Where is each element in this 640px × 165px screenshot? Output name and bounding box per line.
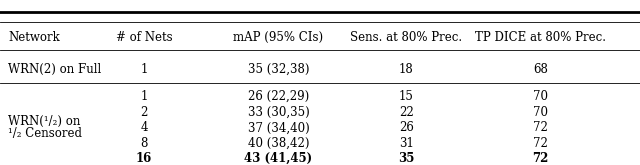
- Text: 4: 4: [140, 121, 148, 134]
- Text: ¹/₂ Censored: ¹/₂ Censored: [8, 127, 83, 140]
- Text: 16: 16: [136, 152, 152, 165]
- Text: 70: 70: [533, 106, 548, 119]
- Text: 37 (34,40): 37 (34,40): [248, 121, 309, 134]
- Text: 68: 68: [533, 63, 548, 76]
- Text: 26 (22,29): 26 (22,29): [248, 90, 309, 103]
- Text: 18: 18: [399, 63, 414, 76]
- Text: 70: 70: [533, 90, 548, 103]
- Text: WRN(¹/₂) on: WRN(¹/₂) on: [8, 115, 81, 128]
- Text: TP DICE at 80% Prec.: TP DICE at 80% Prec.: [476, 31, 606, 44]
- Text: 1: 1: [140, 63, 148, 76]
- Text: 35: 35: [398, 152, 415, 165]
- Text: 33 (30,35): 33 (30,35): [248, 106, 309, 119]
- Text: 26: 26: [399, 121, 414, 134]
- Text: 15: 15: [399, 90, 414, 103]
- Text: 22: 22: [399, 106, 414, 119]
- Text: 43 (41,45): 43 (41,45): [244, 152, 312, 165]
- Text: 1: 1: [140, 90, 148, 103]
- Text: Network: Network: [8, 31, 60, 44]
- Text: 2: 2: [140, 106, 148, 119]
- Text: mAP (95% CIs): mAP (95% CIs): [234, 31, 323, 44]
- Text: 72: 72: [533, 121, 548, 134]
- Text: 35 (32,38): 35 (32,38): [248, 63, 309, 76]
- Text: 72: 72: [532, 152, 549, 165]
- Text: WRN(2) on Full: WRN(2) on Full: [8, 63, 102, 76]
- Text: 8: 8: [140, 137, 148, 150]
- Text: 40 (38,42): 40 (38,42): [248, 137, 309, 150]
- Text: Sens. at 80% Prec.: Sens. at 80% Prec.: [350, 31, 463, 44]
- Text: # of Nets: # of Nets: [116, 31, 172, 44]
- Text: 31: 31: [399, 137, 414, 150]
- Text: 72: 72: [533, 137, 548, 150]
